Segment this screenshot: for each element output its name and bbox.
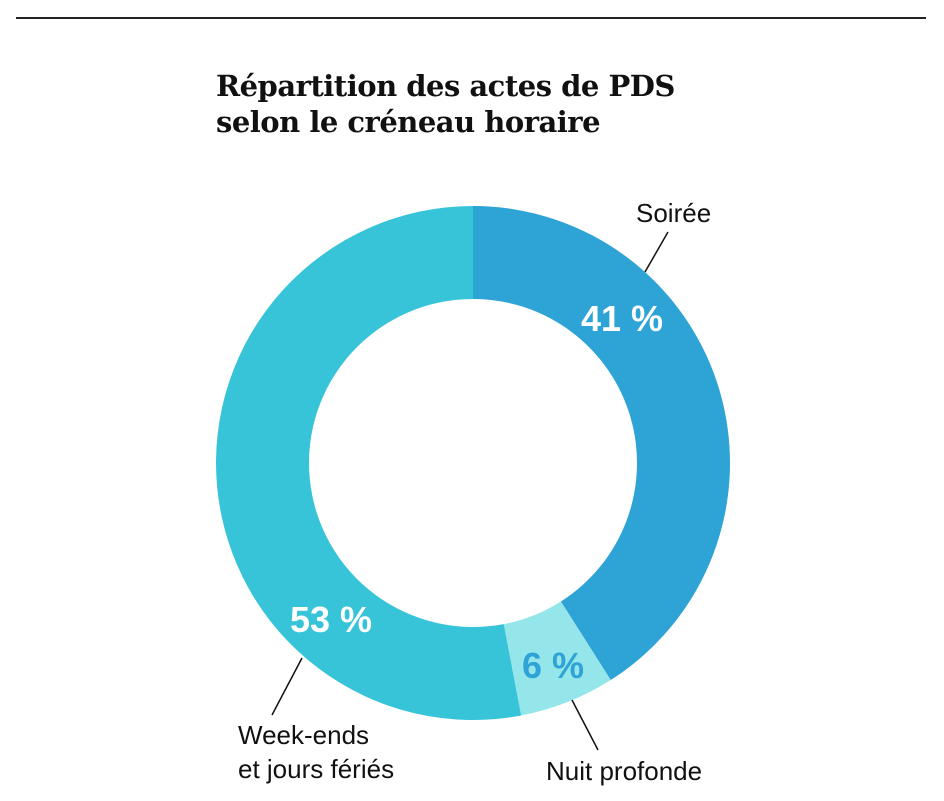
slice-name-weekends-1: Week-ends [238,720,369,750]
title-line-2: selon le créneau horaire [216,105,601,139]
donut-slice-2 [216,206,522,720]
value-label-soiree: 41 % [581,298,663,339]
title-line-1: Répartition des actes de PDS [216,69,675,103]
slice-name-soiree: Soirée [636,198,711,228]
slice-name-nuit: Nuit profonde [546,756,702,786]
slice-name-weekends-2: et jours fériés [238,754,394,784]
leader-line-nuit [571,699,599,751]
donut-slice-1 [503,601,611,716]
value-label-nuit: 6 % [522,645,584,686]
top-rule [16,17,926,19]
leader-line-soiree [644,231,669,273]
donut-slice-0 [473,206,730,680]
value-label-weekends: 53 % [290,599,372,640]
chart-title: Répartition des actes de PDS selon le cr… [216,68,675,140]
leader-line-weekends [271,657,303,716]
